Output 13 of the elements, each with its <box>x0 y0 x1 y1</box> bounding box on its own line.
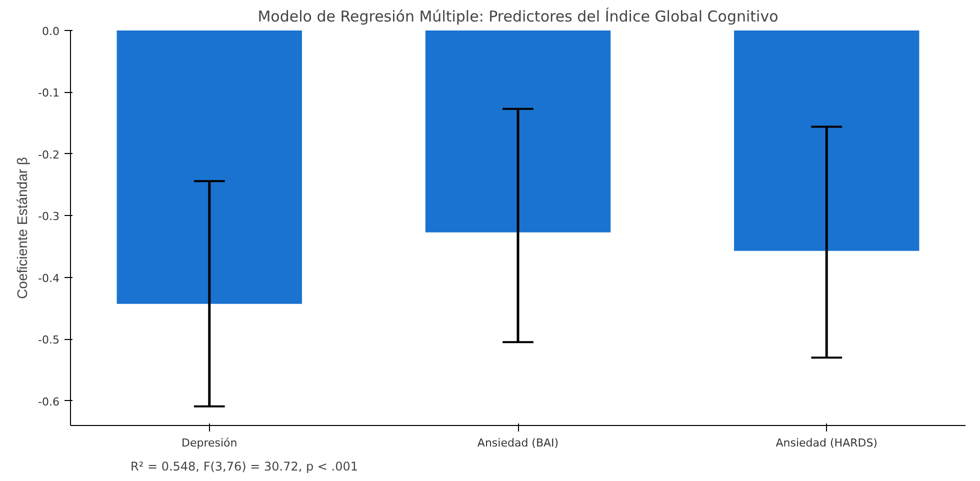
y-axis-title: Coeficiente Estándar β <box>14 157 30 299</box>
y-tick-label: -0.4 <box>38 272 60 285</box>
y-tick-label: -0.6 <box>38 395 60 408</box>
x-tick-label: Depresión <box>182 436 238 450</box>
y-tick-label: 0.0 <box>42 25 60 38</box>
y-tick-label: -0.1 <box>38 86 60 100</box>
text: R² = 0.548, F(3,76) = 30.72, p < .001 <box>130 460 358 474</box>
chart-title: Modelo de Regresión Múltiple: Predictores del Índice Global Cognitivo <box>258 8 778 26</box>
y-tick-label: -0.3 <box>38 210 60 224</box>
x-tick-label: Ansiedad (HARDS) <box>776 436 878 450</box>
y-tick-label: -0.5 <box>38 334 60 347</box>
y-tick-label: -0.2 <box>38 148 60 162</box>
x-tick-label: Ansiedad (BAI) <box>477 436 559 450</box>
